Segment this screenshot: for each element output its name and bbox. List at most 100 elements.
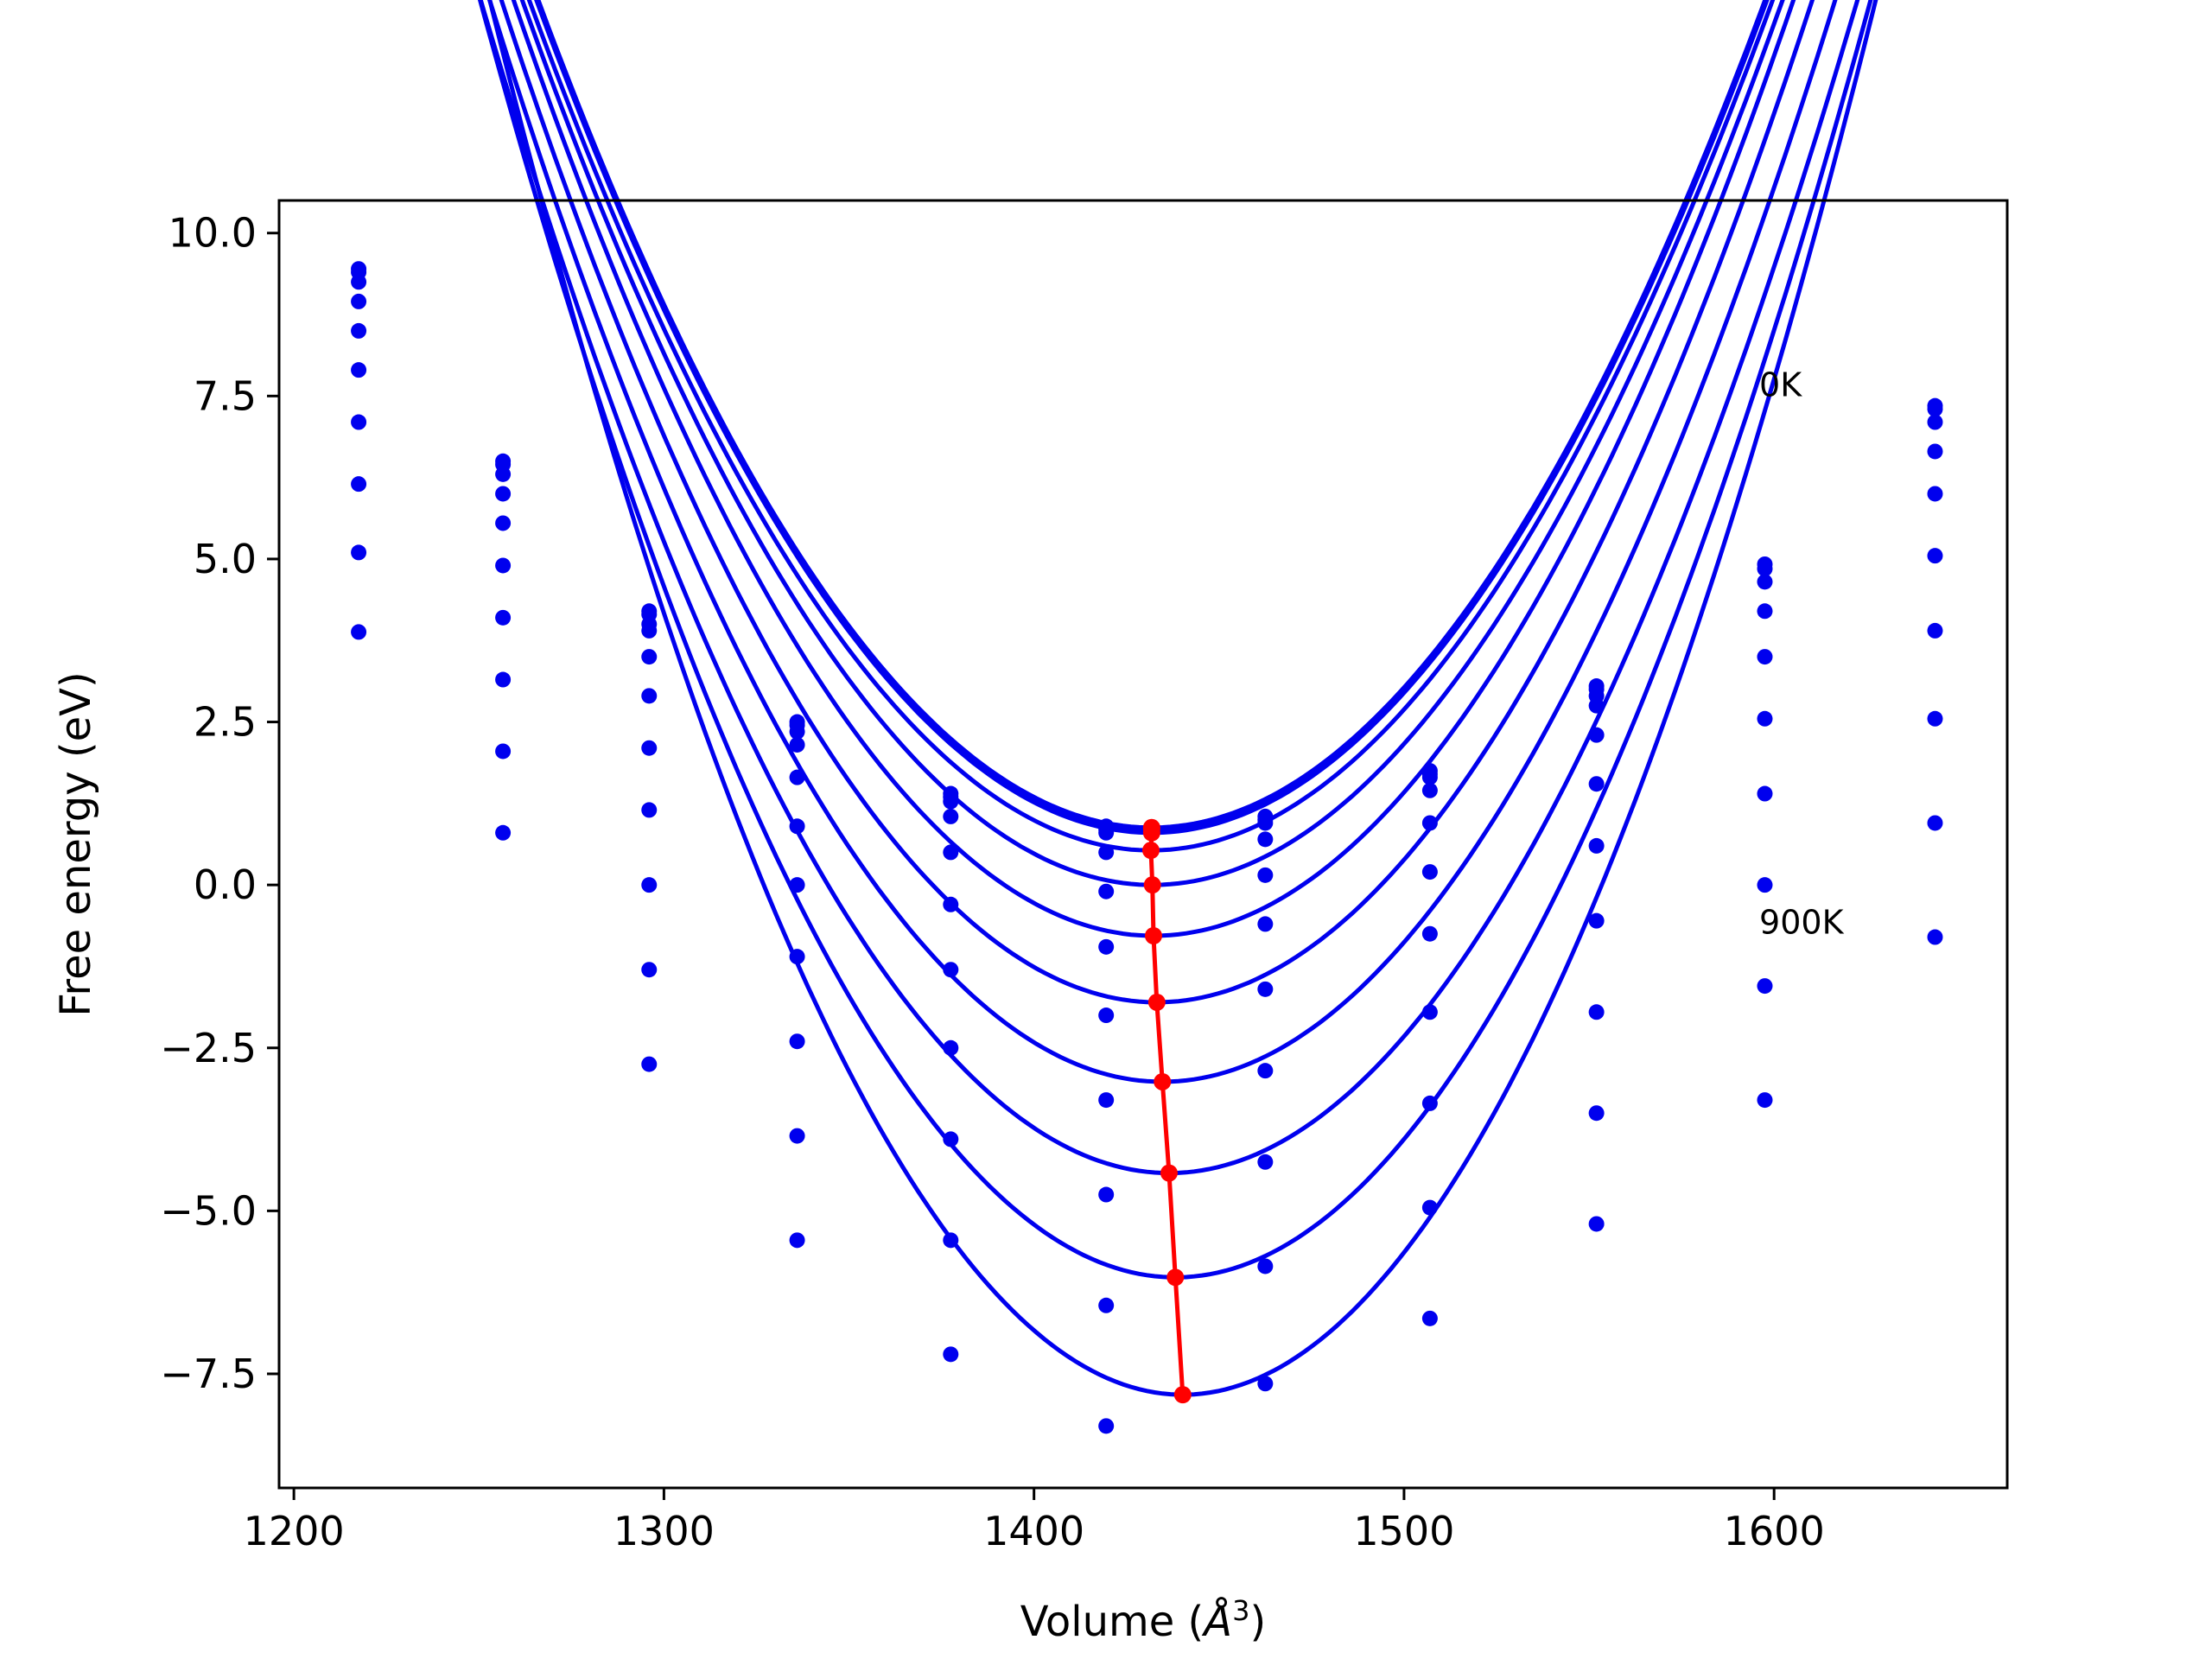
minimum-marker-4 xyxy=(1141,842,1160,860)
x-tick-label-1: 1200 xyxy=(244,1508,345,1554)
data-point-6-2 xyxy=(495,557,512,574)
y-tick-label-3: 5.0 xyxy=(194,536,257,582)
data-point-8-5 xyxy=(943,1039,959,1056)
x-axis-title: Volume (Å3) xyxy=(1020,1594,1266,1646)
data-point-4-3 xyxy=(641,622,658,639)
data-point-8-3 xyxy=(641,802,658,818)
data-point-7-9 xyxy=(1588,837,1605,854)
data-point-8-7 xyxy=(1257,1063,1274,1079)
data-point-8-6 xyxy=(1098,1092,1115,1109)
data-point-5-6 xyxy=(1098,883,1115,899)
data-point-9-1 xyxy=(351,544,367,561)
plot-area: 0K 900K xyxy=(351,0,1943,1434)
fit-curve-10 xyxy=(477,0,1873,1280)
data-point-5-3 xyxy=(641,649,658,665)
data-point-3-4 xyxy=(789,723,805,740)
minimum-marker-8 xyxy=(1154,1072,1172,1090)
data-point-9-4 xyxy=(789,1033,805,1050)
data-point-3-1 xyxy=(351,274,367,290)
axes-ticks: 1200 1300 1400 1500 1600 10.0 7.5 5.0 2.5 0.0 −2.5… xyxy=(160,210,1824,1554)
data-point-3-7 xyxy=(1257,815,1274,831)
data-point-3-10 xyxy=(1757,574,1773,590)
data-point-8-4 xyxy=(789,949,805,965)
data-point-8-9 xyxy=(1588,912,1605,929)
data-point-10-11 xyxy=(1927,929,1943,945)
x-axis-title-suffix: ) xyxy=(1249,1598,1266,1646)
data-point-7-6 xyxy=(1098,1007,1115,1024)
data-point-8-1 xyxy=(351,476,367,493)
data-point-5-5 xyxy=(943,844,959,861)
data-point-10-6 xyxy=(1098,1297,1115,1313)
data-point-7-10 xyxy=(1757,785,1773,802)
data-point-4-7 xyxy=(1257,831,1274,848)
minimum-marker-7 xyxy=(1147,993,1166,1011)
data-point-6-11 xyxy=(1927,548,1943,564)
data-point-10-5 xyxy=(943,1232,959,1249)
y-tick-label-6: −2.5 xyxy=(160,1025,257,1071)
data-point-2-11 xyxy=(1927,401,1943,417)
data-point-6-8 xyxy=(1421,864,1438,880)
annotation-1: 0K xyxy=(1759,365,1802,404)
data-point-5-11 xyxy=(1927,486,1943,502)
annotation-2: 900K xyxy=(1759,904,1845,942)
data-point-10-2 xyxy=(495,824,512,841)
data-point-6-1 xyxy=(351,362,367,378)
data-point-7-7 xyxy=(1257,981,1274,997)
data-point-9-10 xyxy=(1757,978,1773,995)
data-point-3-6 xyxy=(1098,824,1115,841)
fit-curve-9 xyxy=(478,0,1860,1176)
data-point-11-9 xyxy=(1588,1216,1605,1232)
data-point-6-4 xyxy=(789,818,805,835)
data-point-6-7 xyxy=(1257,916,1274,932)
y-axis-title: Free energy (eV) xyxy=(52,671,100,1016)
data-point-3-11 xyxy=(1927,414,1943,430)
minimum-marker-5 xyxy=(1143,876,1161,894)
data-point-3-2 xyxy=(495,466,512,482)
data-point-5-1 xyxy=(351,322,367,339)
data-point-3-5 xyxy=(943,793,959,810)
x-tick-label-4: 1500 xyxy=(1353,1508,1454,1554)
data-point-8-10 xyxy=(1757,877,1773,893)
data-point-5-10 xyxy=(1757,649,1773,665)
data-point-4-2 xyxy=(495,486,512,502)
data-point-5-2 xyxy=(495,515,512,531)
data-point-2-10 xyxy=(1757,561,1773,577)
data-point-3-8 xyxy=(1421,769,1438,785)
x-axis-title-symbol: Å xyxy=(1201,1597,1232,1646)
fit-curve-11 xyxy=(487,0,1878,1397)
minimum-marker-11 xyxy=(1173,1386,1192,1404)
y-tick-label-8: −7.5 xyxy=(160,1351,257,1397)
y-tick-label-1: 10.0 xyxy=(168,210,257,257)
data-point-5-8 xyxy=(1421,815,1438,831)
y-tick-label-5: 0.0 xyxy=(194,861,257,908)
data-point-4-4 xyxy=(789,736,805,753)
data-point-11-8 xyxy=(1421,1310,1438,1326)
data-point-5-4 xyxy=(789,769,805,785)
fit-curve-7 xyxy=(499,0,1815,1005)
fit-curve-8 xyxy=(487,0,1838,1084)
data-point-7-2 xyxy=(495,609,512,626)
data-point-9-8 xyxy=(1421,1095,1438,1111)
data-point-10-1 xyxy=(351,624,367,640)
data-point-4-11 xyxy=(1927,443,1943,460)
data-point-4-9 xyxy=(1588,697,1605,714)
x-tick-label-5: 1600 xyxy=(1724,1508,1825,1554)
x-tick-label-3: 1400 xyxy=(983,1508,1084,1554)
data-point-6-6 xyxy=(1098,938,1115,955)
x-axis-title-prefix: Volume ( xyxy=(1020,1598,1205,1646)
data-point-10-8 xyxy=(1421,1199,1438,1216)
data-point-11-3 xyxy=(641,1056,658,1072)
data-point-9-2 xyxy=(495,743,512,760)
data-point-6-3 xyxy=(641,688,658,704)
data-point-4-1 xyxy=(351,293,367,309)
data-point-10-9 xyxy=(1588,1105,1605,1122)
data-point-9-5 xyxy=(943,1131,959,1147)
x-axis-title-superscript: 3 xyxy=(1232,1594,1249,1627)
minimum-marker-3 xyxy=(1142,823,1160,842)
data-point-6-9 xyxy=(1588,776,1605,792)
minimum-marker-10 xyxy=(1166,1268,1185,1287)
x-tick-label-2: 1300 xyxy=(613,1508,715,1554)
data-point-5-7 xyxy=(1257,867,1274,883)
minimum-marker-9 xyxy=(1160,1164,1178,1182)
